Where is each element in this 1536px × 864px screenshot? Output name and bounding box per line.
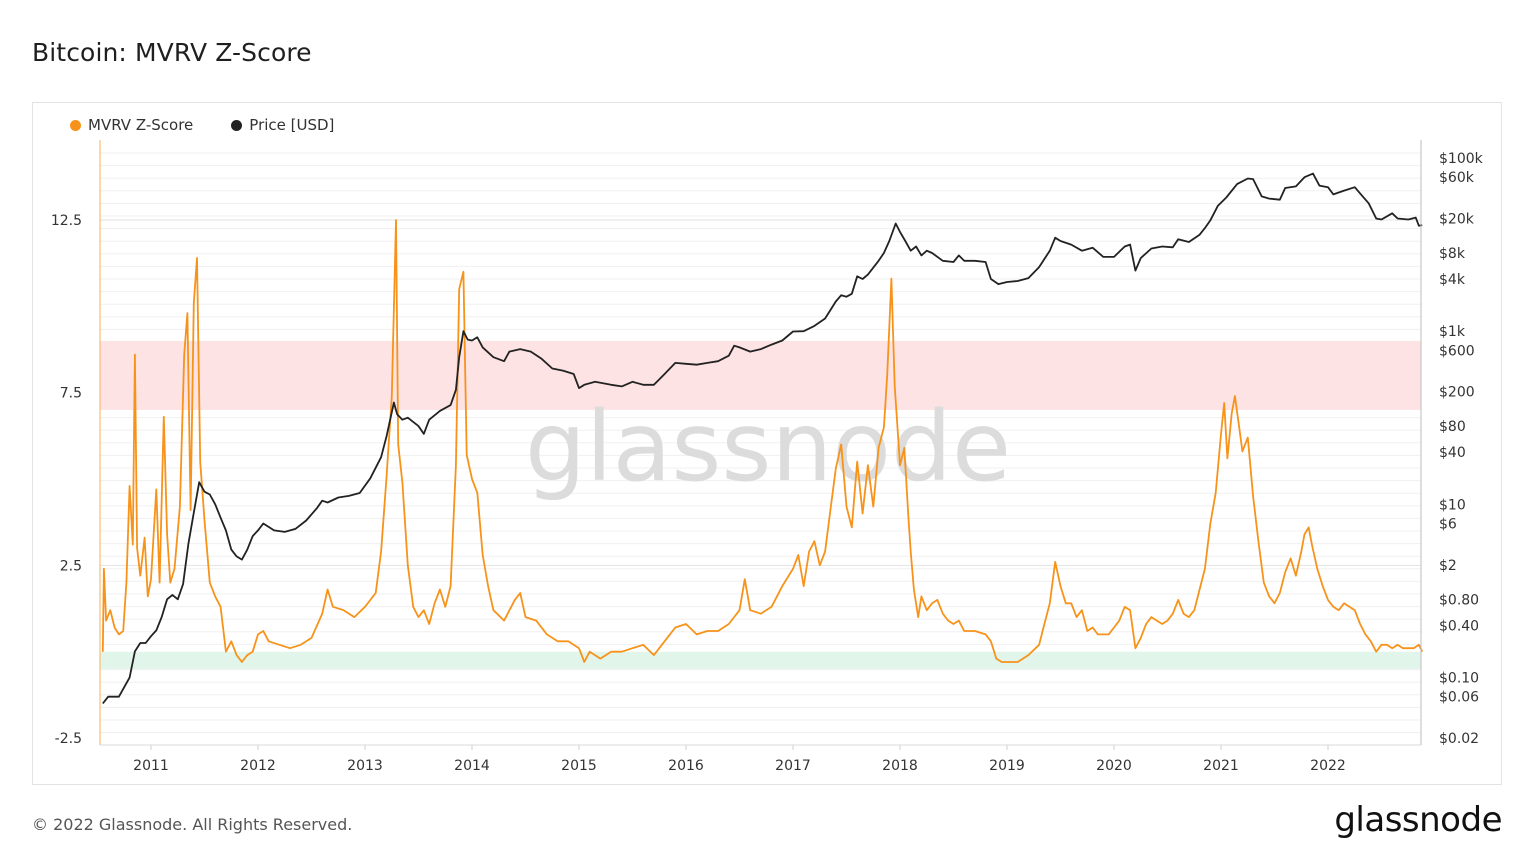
right-tick-label: $60k <box>1439 170 1475 186</box>
price-line <box>102 172 1423 705</box>
right-tick-label: $40 <box>1439 445 1466 461</box>
green-zone-band <box>100 651 1421 669</box>
zone-bands <box>100 340 1421 669</box>
x-tick-label: 2017 <box>775 758 811 774</box>
x-tick-label: 2021 <box>1203 758 1239 774</box>
left-tick-label: 12.5 <box>51 213 82 229</box>
x-tick-label: 2011 <box>133 758 169 774</box>
right-tick-label: $0.80 <box>1439 592 1479 608</box>
x-tick-label: 2019 <box>989 758 1025 774</box>
right-tick-label: $0.40 <box>1439 618 1479 634</box>
left-tick-label: -2.5 <box>55 731 82 747</box>
legend-dot-mvrv <box>70 119 81 131</box>
x-tick-label: 2022 <box>1310 758 1346 774</box>
page-title: Bitcoin: MVRV Z-Score <box>32 38 312 67</box>
legend-label-price: Price [USD] <box>249 116 335 134</box>
right-tick-label: $0.10 <box>1439 671 1479 687</box>
x-axis-ticks: 2011 2012 2013 2014 2015 2016 2017 2018 2019 2020… <box>133 745 1346 774</box>
left-axis-ticks: 12.5 7.5 2.5 -2.5 <box>51 213 82 747</box>
copyright: © 2022 Glassnode. All Rights Reserved. <box>32 815 353 834</box>
right-tick-label: $100k <box>1439 151 1484 167</box>
x-tick-label: 2015 <box>561 758 597 774</box>
right-tick-label: $0.06 <box>1439 690 1479 706</box>
x-tick-label: 2014 <box>454 758 490 774</box>
legend: MVRV Z-Score Price [USD] <box>70 116 334 134</box>
red-zone-band <box>100 340 1421 410</box>
x-tick-label: 2018 <box>882 758 918 774</box>
series-lines <box>101 172 1424 705</box>
right-tick-label: $4k <box>1439 272 1466 288</box>
right-tick-label: $200 <box>1439 385 1475 401</box>
right-axis-ticks: $100k $60k $20k $8k $4k $1k $600 $200 $80 $40 $10 $… <box>1439 151 1484 747</box>
brand-logo: glassnode <box>1334 800 1502 840</box>
legend-item-price[interactable]: Price [USD] <box>231 116 334 134</box>
left-tick-label: 2.5 <box>60 558 82 574</box>
legend-label-mvrv: MVRV Z-Score <box>88 116 194 134</box>
right-tick-label: $1k <box>1439 324 1466 340</box>
right-tick-label: $8k <box>1439 246 1466 262</box>
right-tick-label: $600 <box>1439 343 1475 359</box>
right-tick-label: $0.02 <box>1439 731 1479 747</box>
mvrv-zscore-line <box>101 219 1424 663</box>
legend-item-mvrv[interactable]: MVRV Z-Score <box>70 116 193 134</box>
legend-dot-price <box>231 119 243 131</box>
right-tick-label: $20k <box>1439 212 1475 228</box>
x-tick-label: 2012 <box>240 758 276 774</box>
x-tick-label: 2013 <box>347 758 383 774</box>
watermark: glassnode <box>525 391 1011 503</box>
right-tick-label: $10 <box>1439 497 1466 513</box>
right-tick-label: $6 <box>1439 517 1457 533</box>
right-tick-label: $2 <box>1439 558 1457 574</box>
right-tick-label: $80 <box>1439 419 1466 435</box>
x-tick-label: 2016 <box>668 758 704 774</box>
left-tick-label: 7.5 <box>60 386 82 402</box>
x-tick-label: 2020 <box>1096 758 1132 774</box>
